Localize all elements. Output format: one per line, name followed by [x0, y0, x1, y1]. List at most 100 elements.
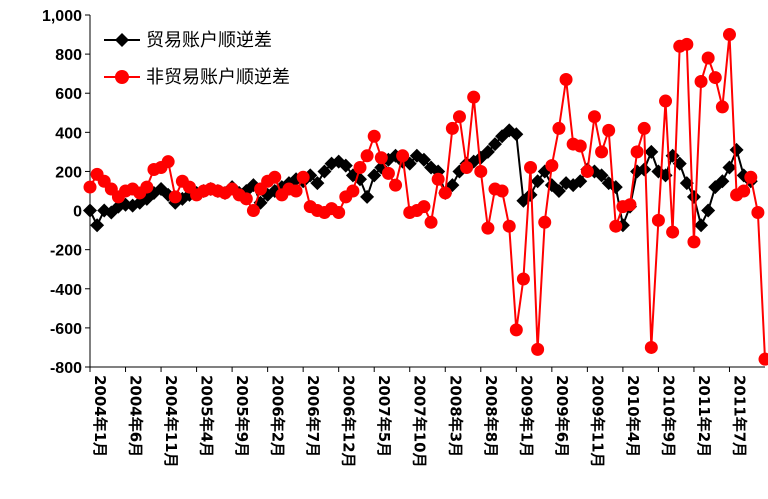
series-1-point — [722, 28, 736, 42]
series-1-point — [751, 206, 765, 220]
series-1-point — [637, 121, 651, 135]
series-1-point — [246, 204, 260, 218]
series-1-point — [744, 170, 758, 184]
series-0-point — [310, 176, 325, 191]
series-0-point — [715, 174, 730, 189]
series-1-point — [495, 184, 509, 198]
legend-label-series-0: 贸易账户顺逆差 — [146, 30, 272, 51]
series-1-point — [239, 192, 253, 206]
series-1-point — [502, 219, 516, 233]
y-tick-label: -800 — [50, 360, 82, 377]
series-1-point — [424, 215, 438, 229]
series-0-point — [360, 189, 375, 204]
series-0-point — [338, 158, 353, 173]
series-1-point — [595, 145, 609, 159]
x-tick-label: 2006年12月 — [340, 375, 358, 468]
series-1 — [83, 28, 768, 366]
series-1-point — [460, 161, 474, 175]
series-1-point — [431, 172, 445, 186]
series-1-point — [623, 198, 637, 212]
series-1-point — [666, 225, 680, 239]
series-1-point — [701, 51, 715, 65]
series-layer — [83, 28, 768, 366]
series-1-point — [538, 215, 552, 229]
legend-label-series-1: 非贸易账户顺逆差 — [146, 67, 290, 88]
series-0-point — [594, 168, 609, 183]
series-0-point — [573, 174, 588, 189]
series-1-point — [509, 323, 523, 337]
series-1-point — [552, 121, 566, 135]
series-1-point — [609, 219, 623, 233]
series-1-point — [573, 139, 587, 153]
series-1-point — [83, 180, 97, 194]
x-tick-label: 2011年7月 — [730, 375, 748, 457]
x-tick-label: 2009年6月 — [553, 375, 571, 457]
series-0-point — [488, 137, 502, 152]
series-1-point — [289, 184, 303, 198]
y-tick-label: 200 — [55, 164, 82, 181]
x-tick-label: 2011年2月 — [695, 375, 713, 457]
x-tick-label: 2008年3月 — [446, 375, 464, 457]
series-1-point — [374, 151, 388, 165]
series-1-point — [381, 166, 395, 180]
series-1-point — [452, 110, 466, 124]
series-1-point — [353, 161, 367, 175]
series-0-point — [253, 195, 268, 210]
series-0-point — [701, 203, 716, 218]
series-1-point — [445, 121, 459, 135]
series-1-point — [467, 90, 481, 104]
y-tick-label: 800 — [55, 47, 82, 64]
series-1-point — [168, 190, 182, 204]
series-0-point — [644, 144, 659, 159]
y-tick-label: -200 — [50, 243, 82, 260]
x-tick-label: 2006年7月 — [304, 375, 322, 457]
series-1-point — [396, 149, 410, 163]
y-tick-label: 0 — [73, 204, 82, 221]
series-1-point — [531, 342, 545, 356]
x-tick-label: 2005年4月 — [198, 375, 216, 457]
y-tick-label: -400 — [50, 282, 82, 299]
x-axis: 2004年1月 2004年6月 2004年11月 2005年4月 2005年9月 2006… — [89, 366, 765, 468]
series-1-point — [516, 272, 530, 286]
x-tick-label: 2004年11月 — [162, 375, 180, 468]
x-tick-label: 2005年9月 — [233, 375, 251, 457]
series-1-point — [524, 161, 538, 175]
series-0-point — [83, 203, 97, 218]
y-tick-label: 600 — [55, 86, 82, 103]
x-tick-label: 2007年5月 — [375, 375, 393, 457]
y-axis: 1,000 800 600 400 200 0 -200 -400 -600 -800 — [42, 8, 91, 377]
series-0-point — [523, 187, 538, 202]
y-tick-label: 1,000 — [42, 8, 82, 25]
x-tick-label: 2004年6月 — [127, 375, 145, 457]
series-1-point — [680, 37, 694, 51]
series-0-point — [90, 218, 105, 233]
series-0-point — [637, 162, 652, 177]
series-1-point — [332, 206, 346, 220]
series-1-point — [417, 200, 431, 214]
series-1-point — [161, 155, 175, 169]
series-1-point — [346, 184, 360, 198]
series-1-point — [559, 73, 573, 87]
x-tick-label: 2004年1月 — [91, 375, 109, 457]
series-0-point — [722, 160, 737, 175]
series-1-point — [580, 164, 594, 178]
series-1-point — [268, 170, 282, 184]
series-0-point — [551, 184, 566, 198]
series-0-point — [686, 189, 701, 204]
series-1-point — [715, 100, 729, 114]
series-0-point — [416, 152, 431, 167]
x-tick-label: 2007年10月 — [411, 375, 429, 468]
legend-marker-series-1 — [115, 70, 129, 84]
series-0-point — [694, 218, 709, 233]
series-1-point — [602, 123, 616, 137]
series-1-point — [694, 74, 708, 88]
series-1-point — [687, 235, 701, 249]
legend: 贸易账户顺逆差 非贸易账户顺逆差 — [104, 30, 290, 88]
y-tick-label: 400 — [55, 125, 82, 142]
x-tick-label: 2009年11月 — [588, 375, 606, 468]
series-1-point — [438, 186, 452, 200]
series-1-point — [659, 94, 673, 108]
series-1-point — [474, 164, 488, 178]
